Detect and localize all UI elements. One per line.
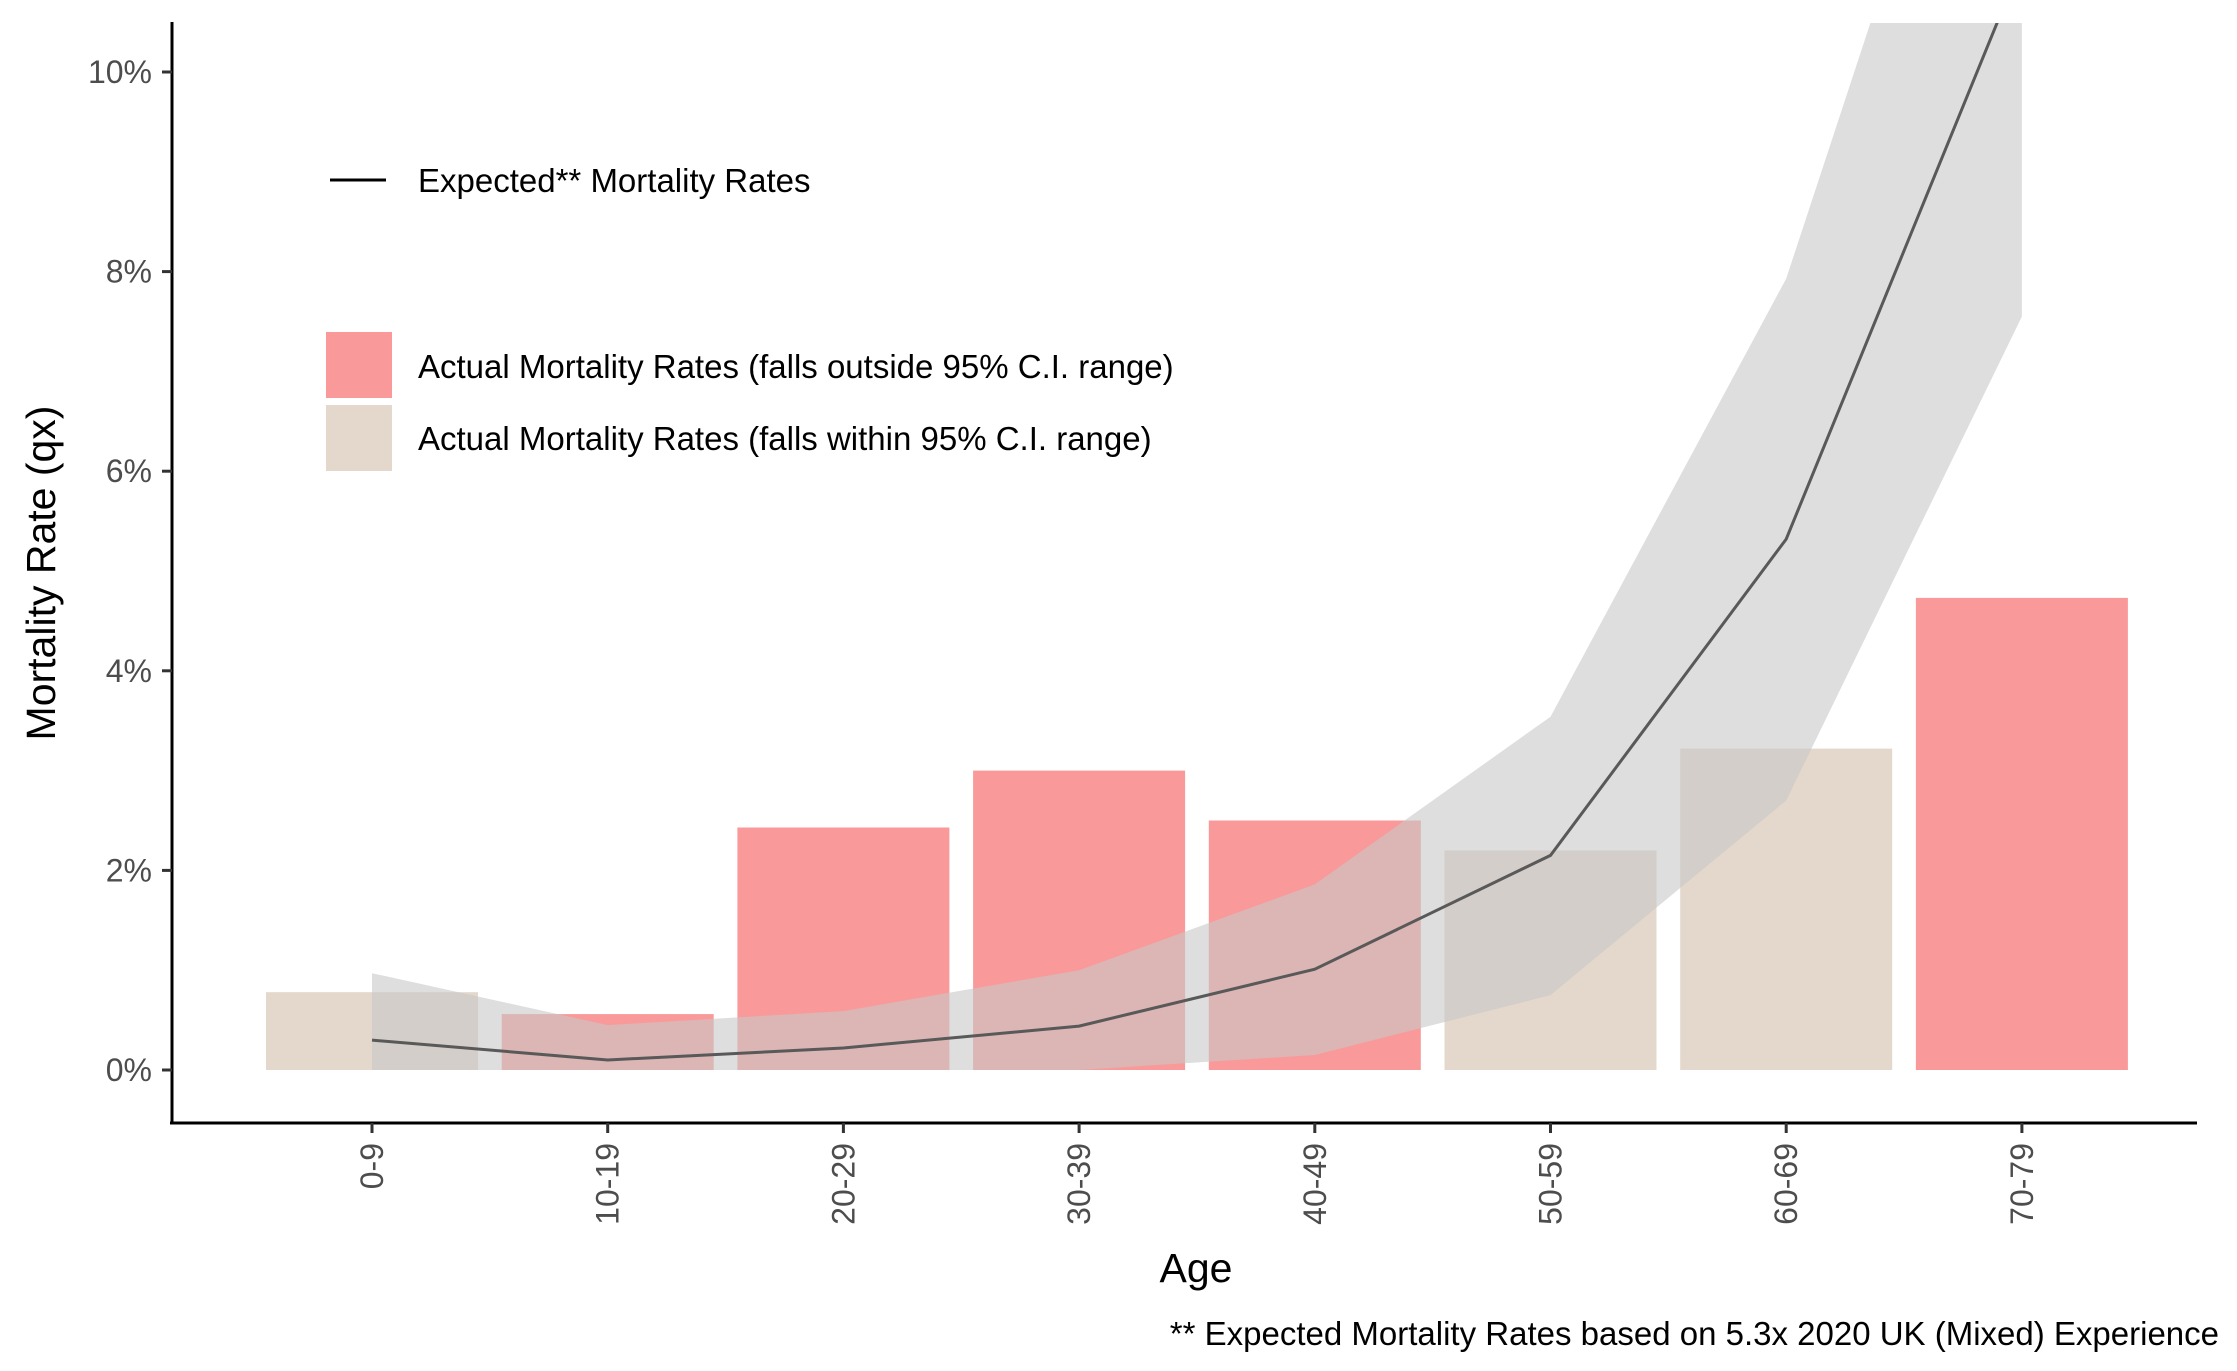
expected-line-layer xyxy=(371,23,1999,1062)
x-tick-label-60-69: 60-69 xyxy=(1768,1143,1804,1225)
confidence-band xyxy=(372,23,2022,1070)
x-tick-label-20-29: 20-29 xyxy=(825,1143,861,1225)
legend-within-label: Actual Mortality Rates (falls within 95%… xyxy=(418,420,1152,457)
y-tick-label: 2% xyxy=(106,852,152,888)
y-ticks: 0% 2% 4% 6% 8% 10% xyxy=(88,54,172,1088)
x-tick-label-10-19: 10-19 xyxy=(590,1143,626,1225)
legend-outside-key xyxy=(326,332,392,398)
x-axis-title: Age xyxy=(1160,1245,1233,1291)
bar-70-79 xyxy=(1915,597,2128,1070)
y-tick-label: 4% xyxy=(106,653,152,689)
expected-mortality-line xyxy=(371,23,1999,1062)
axes xyxy=(170,22,2197,1125)
x-tick-label-40-49: 40-49 xyxy=(1297,1143,1333,1225)
x-tick-label-50-59: 50-59 xyxy=(1533,1143,1569,1225)
x-tick-label-70-79: 70-79 xyxy=(2004,1143,2040,1225)
legend: Expected** Mortality Rates Actual Mortal… xyxy=(326,162,1174,471)
legend-within-key xyxy=(326,405,392,471)
y-tick-label: 0% xyxy=(106,1052,152,1088)
x-tick-label-0-9: 0-9 xyxy=(354,1143,390,1189)
y-tick-label: 10% xyxy=(88,54,152,90)
y-axis-title: Mortality Rate (qx) xyxy=(18,406,64,741)
legend-outside-label: Actual Mortality Rates (falls outside 95… xyxy=(418,348,1174,385)
x-tick-label-30-39: 30-39 xyxy=(1061,1143,1097,1225)
caption: ** Expected Mortality Rates based on 5.3… xyxy=(1170,1315,2219,1352)
x-ticks: 0-9 10-19 20-29 30-39 40-49 50-59 60-69 70-79 xyxy=(354,1123,2040,1225)
ci-band-layer xyxy=(372,23,2022,1070)
legend-line-label: Expected** Mortality Rates xyxy=(418,162,811,199)
y-tick-label: 6% xyxy=(106,453,152,489)
y-tick-label: 8% xyxy=(106,254,152,290)
